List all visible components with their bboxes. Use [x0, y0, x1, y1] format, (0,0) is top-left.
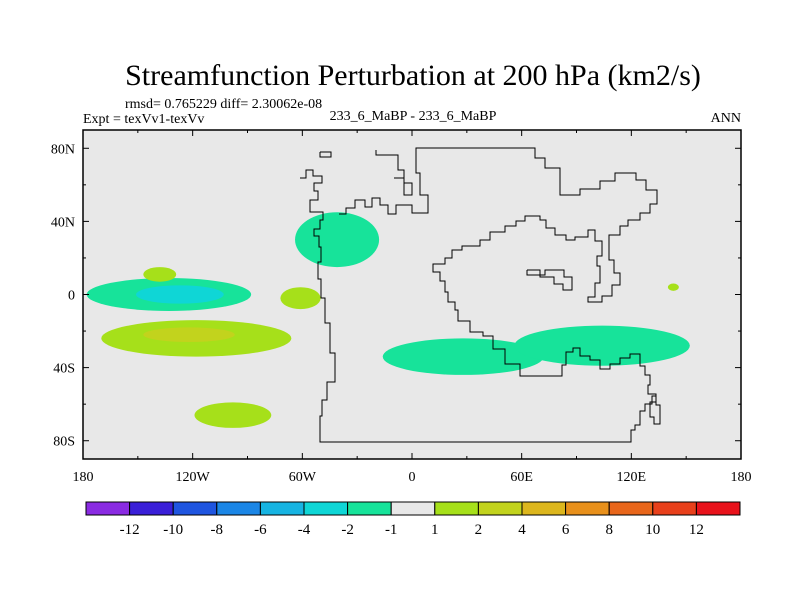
colorbar-label-12: 10: [645, 522, 660, 538]
colorbar-swatch-3: [216, 501, 261, 516]
colorbar-swatch-7: [390, 501, 436, 516]
contour-region-10: [194, 402, 272, 428]
contour-regions: [86, 212, 690, 428]
colorbar-label-1: -10: [163, 522, 183, 538]
colorbar-label-9: 4: [518, 522, 526, 538]
x-tick-label-5: 120E: [617, 470, 647, 485]
axis-ticks: 180 120W 60W 0 60E 120E 180 80N 40N 0 40S 80S: [51, 130, 752, 485]
contour-region-7: [280, 287, 321, 310]
colorbar-swatch-10: [521, 501, 567, 516]
coastline-asia-detail: [526, 269, 573, 291]
colorbar-label-2: -8: [211, 522, 224, 538]
x-tick-label-0: 180: [73, 470, 94, 485]
stats-label: rmsd= 0.765229 diff= 2.30062e-08: [125, 97, 322, 112]
x-tick-label-4: 60E: [510, 470, 533, 485]
contour-region-0: [382, 338, 544, 375]
colorbar-label-4: -4: [298, 522, 311, 538]
chart-title: Streamfunction Perturbation at 200 hPa (…: [125, 59, 701, 92]
y-tick-label-3: 40S: [53, 362, 75, 377]
colorbar-label-0: -12: [120, 522, 140, 538]
contour-region-5: [143, 267, 177, 282]
colorbar-swatch-6: [347, 501, 392, 516]
colorbar-label-7: 1: [431, 522, 439, 538]
colorbar-label-5: -2: [341, 522, 354, 538]
contour-region-9: [143, 327, 235, 343]
colorbar-swatch-14: [695, 501, 741, 516]
y-tick-label-1: 40N: [51, 215, 75, 230]
colorbar-swatch-12: [608, 501, 654, 516]
contour-region-3: [136, 285, 224, 304]
colorbar-swatch-2: [172, 501, 218, 516]
x-tick-label-3: 0: [409, 470, 416, 485]
colorbar-label-8: 2: [475, 522, 483, 538]
colorbar-label-13: 12: [689, 522, 704, 538]
coastline-main: [331, 147, 661, 443]
colorbar-label-10: 6: [562, 522, 570, 538]
x-tick-label-1: 120W: [176, 470, 211, 485]
coastline-americas: [319, 151, 332, 158]
colorbar-swatch-0: [85, 501, 131, 516]
experiment-label: Expt = texVv1-texVv: [83, 112, 204, 127]
colorbar-label-11: 8: [605, 522, 613, 538]
y-tick-label-0: 80N: [51, 142, 75, 157]
x-tick-label-6: 180: [731, 470, 752, 485]
coastline-west: [300, 169, 336, 443]
colorbar-swatch-1: [129, 501, 174, 516]
season-label: ANN: [711, 111, 741, 126]
contour-region-4: [295, 212, 380, 268]
coastline-north: [375, 150, 413, 196]
colorbar-swatch-9: [477, 501, 523, 516]
case-label: 233_6_MaBP - 233_6_MaBP: [330, 109, 497, 124]
colorbar-swatch-11: [565, 501, 610, 516]
colorbar-swatch-8: [434, 501, 479, 516]
y-tick-label-2: 0: [68, 289, 75, 304]
colorbar-swatch-5: [303, 501, 349, 516]
colorbar-label-6: -1: [385, 522, 398, 538]
colorbar-swatch-4: [259, 501, 305, 516]
x-tick-label-2: 60W: [289, 470, 317, 485]
y-tick-label-4: 80S: [53, 435, 75, 450]
colorbar-label-3: -6: [254, 522, 267, 538]
contour-region-1: [514, 325, 690, 366]
colorbar-swatch-13: [652, 501, 697, 516]
contour-region-6: [667, 283, 679, 291]
colorbar: -12 -10 -8 -6 -4 -2 -1 1 2 4 6 8 10 12: [85, 501, 741, 538]
